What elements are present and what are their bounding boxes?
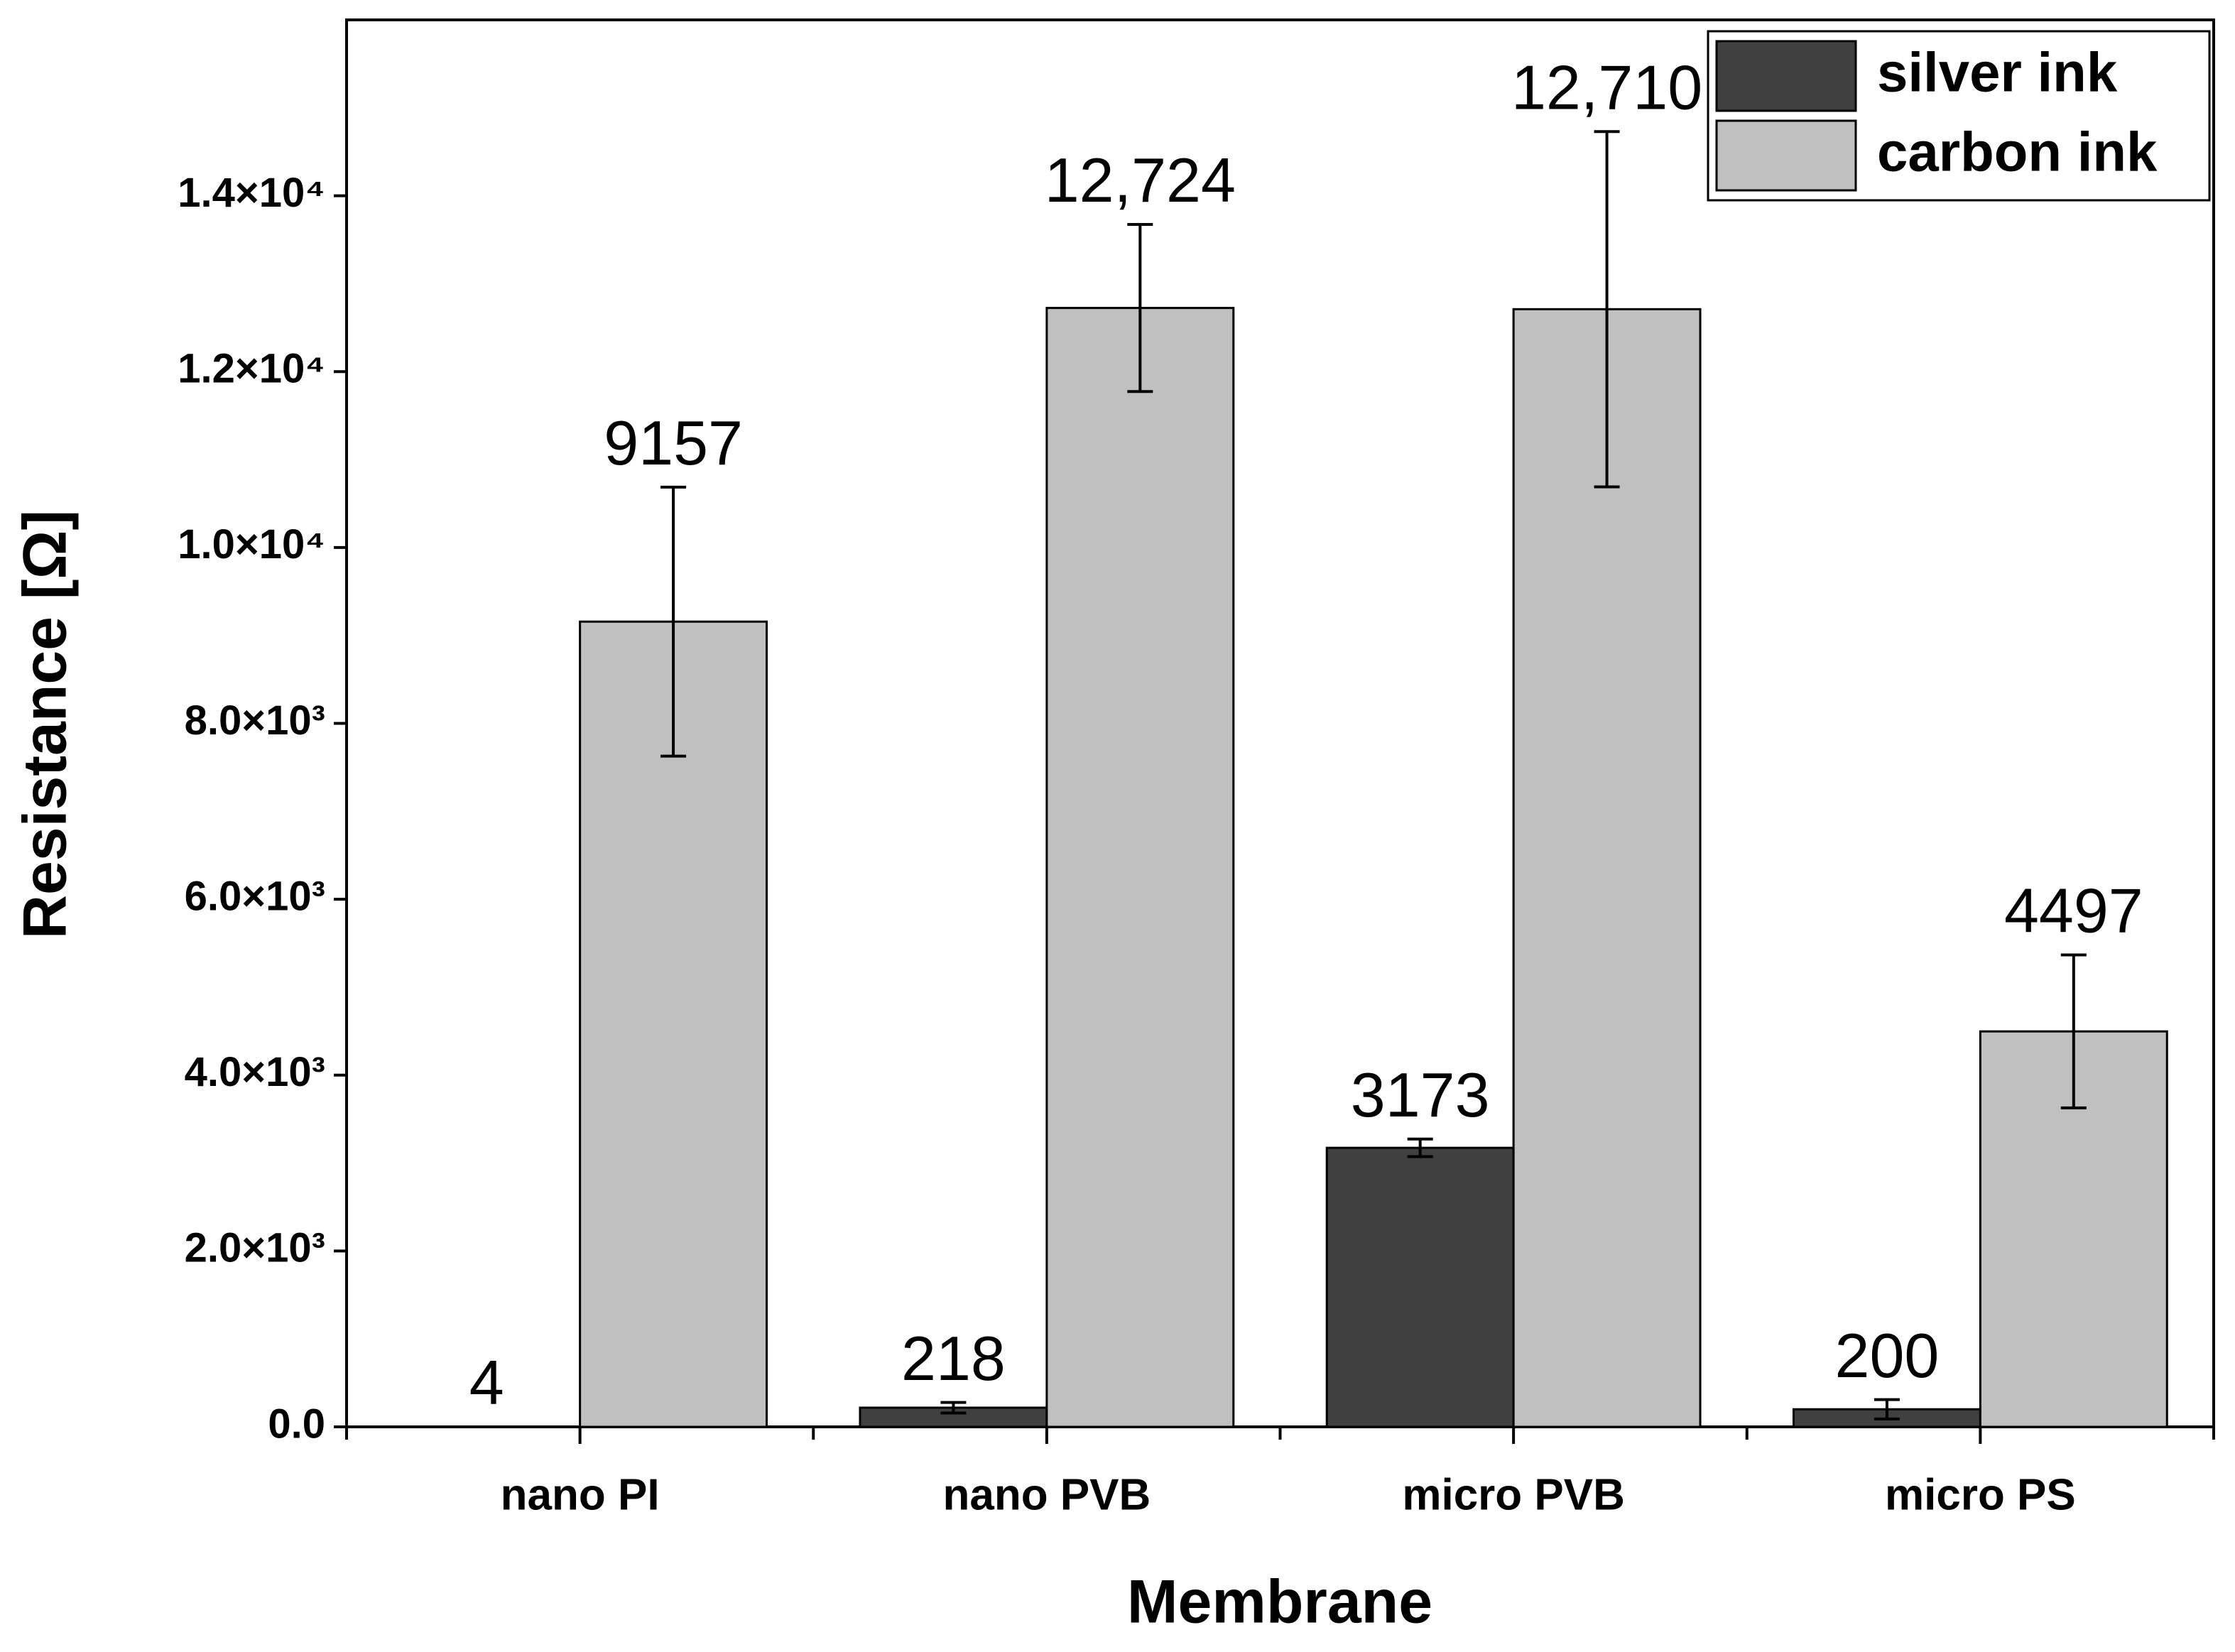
legend-swatch <box>1715 119 1857 192</box>
bar <box>1512 308 1702 1428</box>
error-bar <box>1874 1398 1900 1420</box>
error-bar <box>1594 130 1620 489</box>
error-bar <box>660 485 687 758</box>
value-label: 9157 <box>604 408 743 478</box>
error-bar <box>2060 953 2087 1109</box>
value-label: 4 <box>469 1347 504 1418</box>
x-tick-label: micro PVB <box>1402 1470 1625 1519</box>
y-tick-label: 1.0×10⁴ <box>178 521 325 567</box>
x-tick-label: nano PVB <box>942 1470 1151 1519</box>
value-label: 12,710 <box>1511 52 1702 122</box>
legend-label: silver ink <box>1877 41 2118 104</box>
value-label: 12,724 <box>1045 145 1236 215</box>
y-axis-title: Resistance [Ω] <box>11 510 80 939</box>
value-label: 3173 <box>1351 1060 1490 1130</box>
error-bar <box>1127 222 1153 393</box>
y-tick-label: 1.2×10⁴ <box>178 346 325 392</box>
y-tick-label: 2.0×10³ <box>185 1225 325 1271</box>
legend-label: carbon ink <box>1877 121 2158 183</box>
error-bar <box>1407 1137 1433 1158</box>
bar <box>1325 1146 1515 1428</box>
value-label: 200 <box>1835 1320 1940 1391</box>
x-tick-label: micro PS <box>1885 1470 2076 1519</box>
x-tick-label: nano PI <box>501 1470 660 1519</box>
value-label: 4497 <box>2004 876 2143 946</box>
y-tick-label: 6.0×10³ <box>185 873 325 919</box>
error-bar <box>940 1401 967 1415</box>
bar <box>1045 307 1235 1428</box>
legend-swatch <box>1715 40 1857 112</box>
y-tick-label: 1.4×10⁴ <box>178 170 325 216</box>
value-label: 218 <box>901 1323 1006 1393</box>
y-tick-label: 8.0×10³ <box>185 697 325 744</box>
x-axis-title: Membrane <box>1127 1568 1432 1636</box>
y-tick-label: 4.0×10³ <box>185 1049 325 1095</box>
y-tick-label: 0.0 <box>268 1401 325 1447</box>
